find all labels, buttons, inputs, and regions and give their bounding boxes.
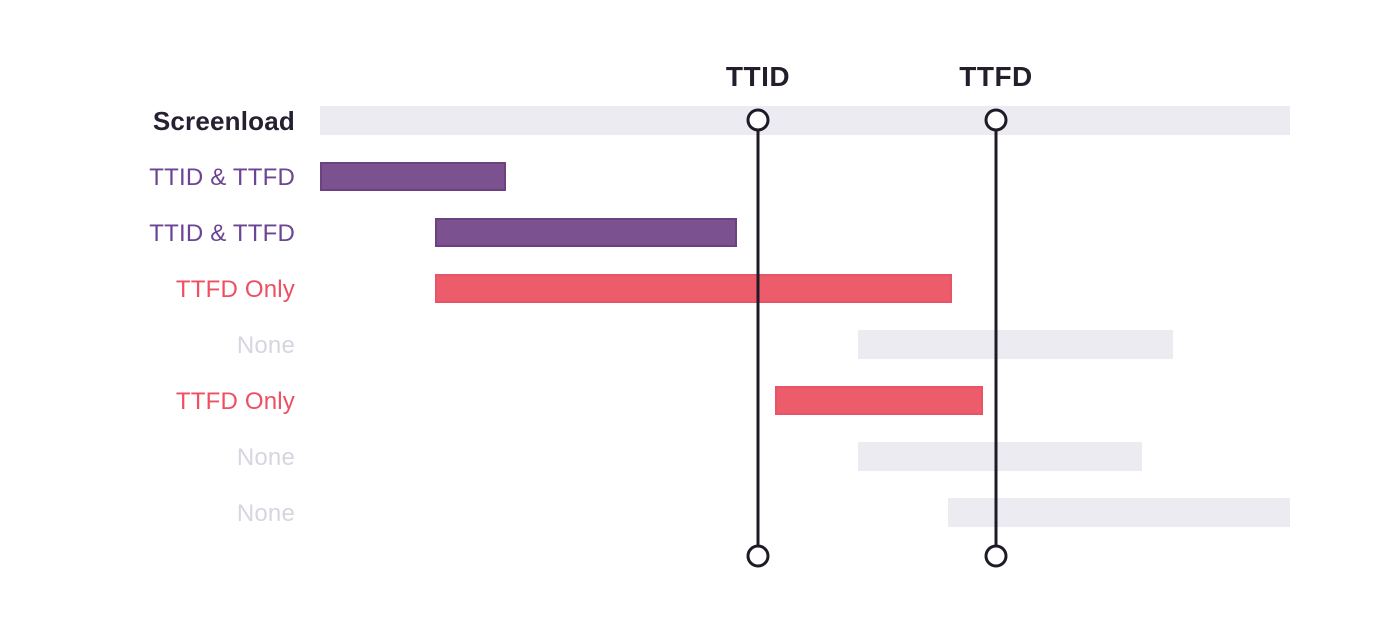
span-bar-none bbox=[948, 498, 1290, 527]
row-label-none: None bbox=[236, 444, 295, 471]
marker-circle-bottom-ttid bbox=[746, 544, 770, 568]
row-label-ttid-ttfd: TTID & TTFD bbox=[149, 220, 295, 247]
marker-label-ttfd: TTFD bbox=[959, 61, 1033, 92]
row-label-ttid-ttfd: TTID & TTFD bbox=[149, 164, 295, 191]
span-bar-ttfd-only bbox=[775, 386, 983, 415]
marker-line-ttfd bbox=[994, 120, 998, 556]
marker-label-ttid: TTID bbox=[725, 61, 791, 92]
span-bar-screenload bbox=[320, 106, 1290, 135]
marker-circle-bottom-ttfd bbox=[984, 544, 1008, 568]
row-label-screenload: Screenload bbox=[152, 106, 295, 136]
span-bar-ttid-ttfd bbox=[435, 218, 737, 247]
span-bar-ttfd-only bbox=[435, 274, 952, 303]
row-label-ttfd-only: TTFD Only bbox=[175, 276, 295, 303]
span-bar-ttid-ttfd bbox=[320, 162, 506, 191]
span-bar-none bbox=[858, 442, 1142, 471]
row-label-ttfd-only: TTFD Only bbox=[175, 388, 295, 415]
marker-circle-top-ttid bbox=[746, 108, 770, 132]
marker-circle-top-ttfd bbox=[984, 108, 1008, 132]
marker-line-ttid bbox=[756, 120, 760, 556]
row-label-none: None bbox=[236, 332, 295, 359]
row-label-none: None bbox=[236, 500, 295, 527]
span-bar-none bbox=[858, 330, 1173, 359]
